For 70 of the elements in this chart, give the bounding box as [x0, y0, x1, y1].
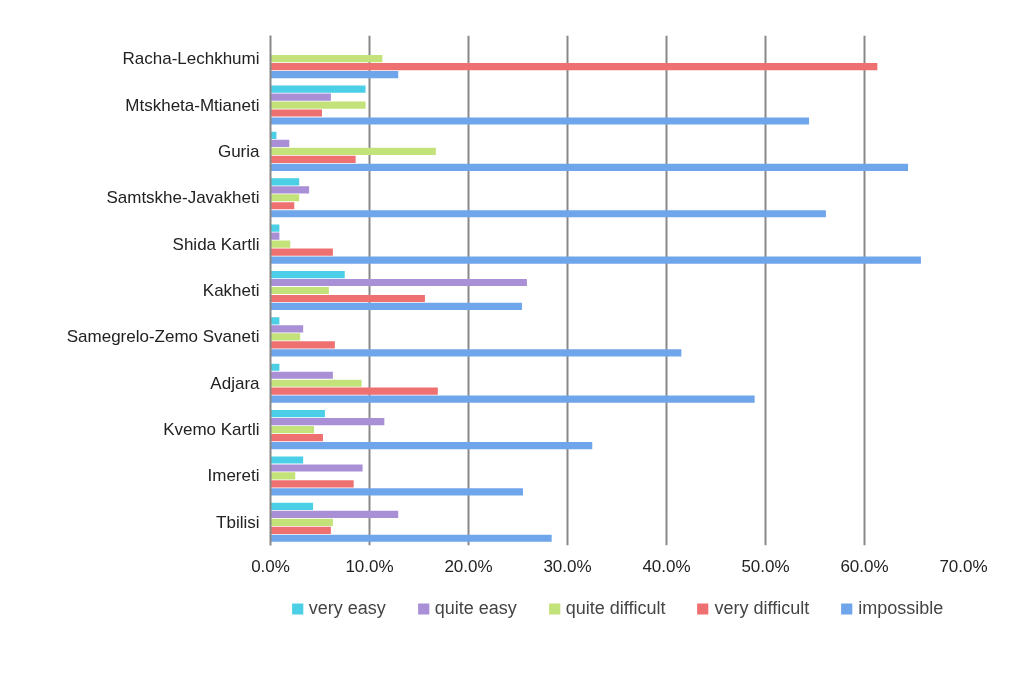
bar [270, 71, 399, 79]
x-tick-label: 20.0% [444, 556, 493, 576]
bar [270, 418, 385, 426]
bar [270, 410, 325, 418]
bar [270, 341, 335, 349]
bar [270, 294, 425, 303]
bar [270, 426, 315, 434]
y-tick-label: Imereti [207, 466, 260, 486]
y-tick-label: Adjara [210, 373, 261, 393]
y-tick-label: Samegrelo-Zemo Svaneti [66, 327, 260, 347]
bar [270, 286, 329, 295]
legend-label: very easy [308, 597, 386, 619]
y-tick-label: Kvemo Kartli [163, 420, 260, 440]
y-tick-label: Shida Kartli [172, 234, 260, 254]
bar [270, 278, 527, 287]
bar [270, 109, 322, 117]
x-tick-label: 60.0% [840, 556, 889, 576]
bar [270, 464, 363, 472]
bar [270, 256, 921, 264]
bar [270, 456, 304, 464]
bar [270, 395, 755, 403]
bar [270, 371, 333, 379]
x-tick-label: 30.0% [543, 556, 592, 576]
bar [270, 178, 300, 186]
bar [270, 488, 523, 496]
bar [270, 441, 593, 450]
x-tick-label: 40.0% [642, 556, 691, 576]
legend-label: impossible [858, 597, 944, 619]
bar [270, 325, 304, 333]
y-tick-label: Racha-Lechkhumi [122, 49, 260, 69]
bar [270, 147, 436, 155]
x-tick-label: 0.0% [251, 556, 290, 576]
bar [270, 55, 383, 63]
bar [270, 502, 314, 510]
bar [270, 101, 366, 109]
bar [270, 379, 362, 387]
bar [270, 534, 552, 542]
bar [270, 472, 296, 480]
bar [270, 186, 310, 194]
bar [270, 248, 333, 256]
legend-label: very difficult [714, 597, 810, 619]
bar [270, 270, 345, 279]
bar [270, 349, 682, 357]
y-tick-label: Samtskhe-Javakheti [106, 188, 260, 208]
bar [270, 117, 810, 125]
x-tick-label: 70.0% [939, 556, 988, 576]
bar [270, 163, 909, 171]
legend-label: quite difficult [565, 597, 666, 619]
bar [270, 93, 331, 101]
bar [270, 387, 438, 395]
bar [270, 433, 323, 442]
bar [270, 202, 295, 210]
bar [270, 518, 333, 526]
x-tick-label: 50.0% [741, 556, 790, 576]
y-tick-label: Guria [217, 141, 261, 161]
y-tick-label: Tbilisi [216, 512, 260, 532]
bar [270, 302, 522, 311]
bar [270, 155, 356, 163]
x-tick-label: 10.0% [345, 556, 394, 576]
bar [270, 85, 366, 93]
legend-label: quite easy [434, 597, 517, 619]
bar [270, 63, 878, 71]
bar [270, 194, 300, 202]
bar [270, 333, 301, 341]
y-tick-label: Kakheti [202, 281, 260, 300]
bar [270, 510, 399, 518]
bar [270, 526, 331, 534]
bar [270, 210, 826, 218]
bar [270, 480, 354, 488]
y-tick-label: Mtskheta-Mtianeti [125, 95, 260, 115]
